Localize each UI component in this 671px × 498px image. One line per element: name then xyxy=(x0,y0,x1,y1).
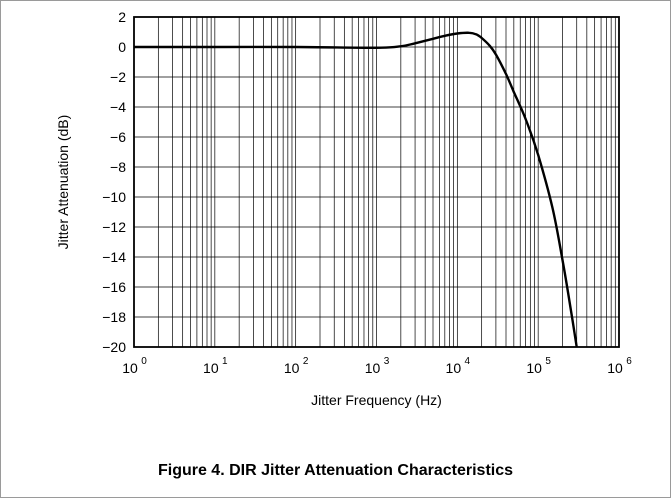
plot-area-border xyxy=(133,16,620,348)
x-axis-label: Jitter Frequency (Hz) xyxy=(311,392,442,408)
y-tick-label: −8 xyxy=(110,159,126,175)
y-tick-label: −12 xyxy=(102,219,126,235)
y-tick-label: −14 xyxy=(102,249,126,265)
x-tick-exponent: 3 xyxy=(384,356,390,367)
y-tick-label: −6 xyxy=(110,129,126,145)
y-tick-label: −16 xyxy=(102,279,126,295)
x-tick-label: 10 xyxy=(365,360,381,376)
x-tick-label: 10 xyxy=(122,360,138,376)
figure-caption: Figure 4. DIR Jitter Attenuation Charact… xyxy=(157,462,514,479)
x-tick-exponent: 1 xyxy=(222,356,228,367)
x-tick-label: 10 xyxy=(284,360,300,376)
x-tick-exponent: 4 xyxy=(465,356,471,367)
y-tick-label: −10 xyxy=(102,189,126,205)
y-tick-label: 2 xyxy=(118,9,126,25)
x-tick-exponent: 5 xyxy=(545,356,551,367)
y-axis-label: Jitter Attenuation (dB) xyxy=(55,115,71,250)
x-tick-exponent: 0 xyxy=(141,356,147,367)
x-tick-label: 10 xyxy=(203,360,219,376)
x-tick-exponent: 2 xyxy=(303,356,309,367)
x-tick-exponent: 6 xyxy=(626,356,632,367)
y-tick-label: −18 xyxy=(102,309,126,325)
y-tick-label: −4 xyxy=(110,99,126,115)
y-tick-label: 0 xyxy=(118,39,126,55)
attenuation-curve xyxy=(134,31,578,348)
x-tick-label: 10 xyxy=(446,360,462,376)
y-tick-label: −2 xyxy=(110,69,126,85)
x-tick-label: 10 xyxy=(526,360,542,376)
x-tick-label: 10 xyxy=(607,360,623,376)
y-tick-label: −20 xyxy=(102,339,126,355)
